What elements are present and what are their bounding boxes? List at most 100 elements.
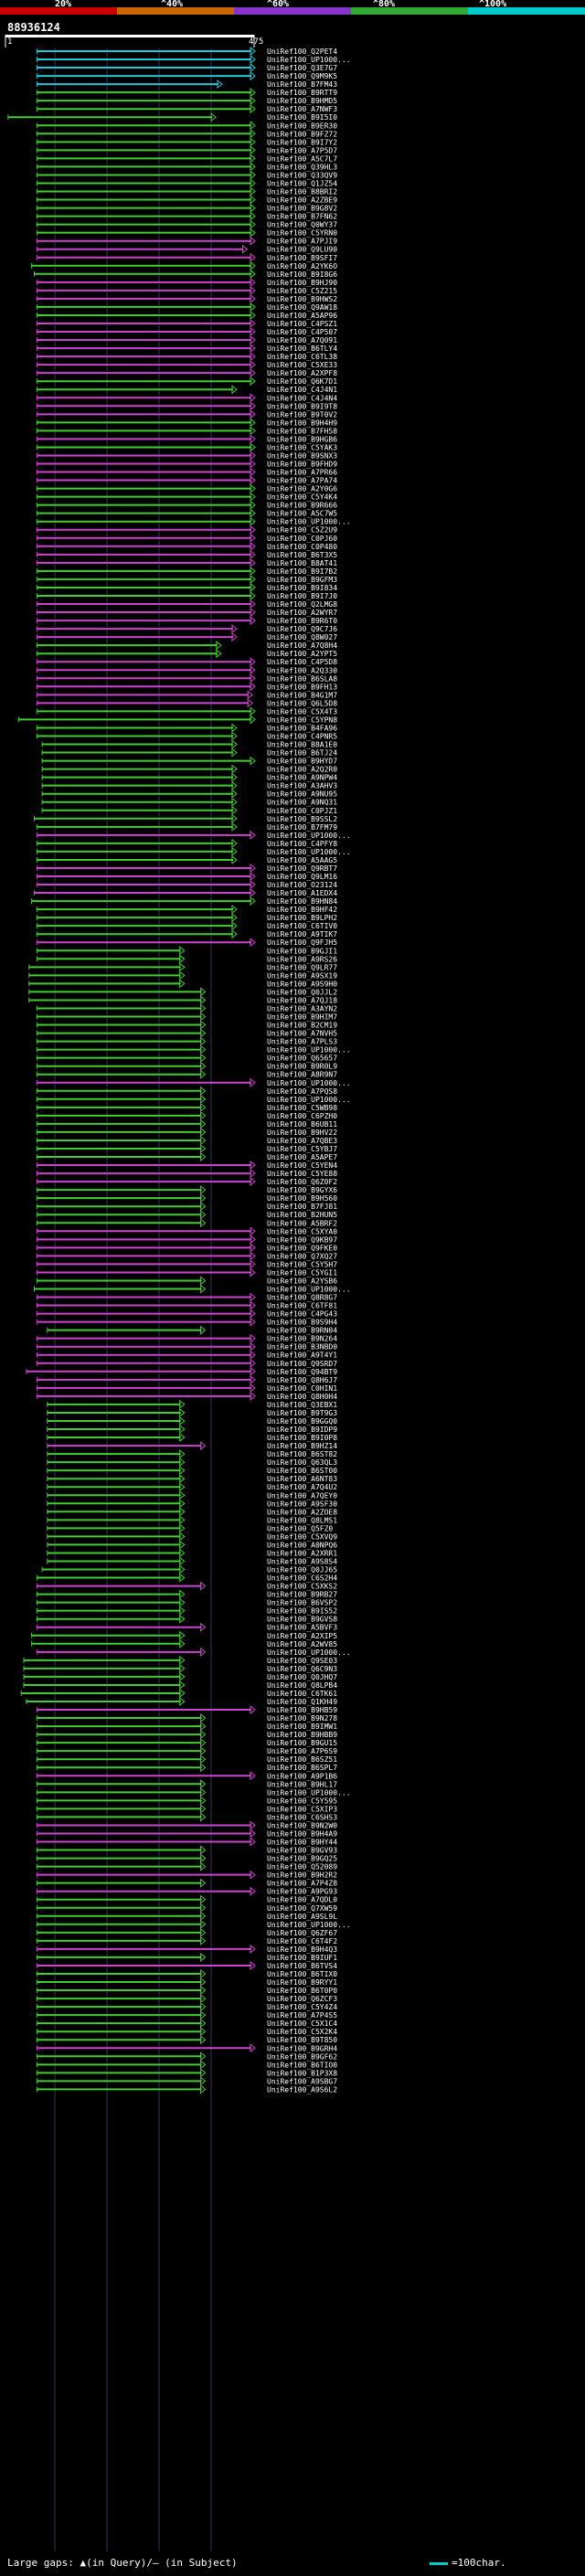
hit-label[interactable]: UniRef100_B9HZ14 [267,1442,337,1450]
hit-label[interactable]: UniRef100_Q0JHQ7 [267,1673,337,1681]
hit-label[interactable]: UniRef100_A2YPT5 [267,650,337,658]
hit-label[interactable]: UniRef100_A9SF30 [267,1500,337,1508]
hit-label[interactable]: UniRef100_C5Z215 [267,287,337,295]
hit-label[interactable]: UniRef100_Q9LM16 [267,873,337,881]
hit-label[interactable]: UniRef100_C0PJZ1 [267,807,337,815]
hit-label[interactable]: UniRef100_A9NU95 [267,790,337,799]
hit-label[interactable]: UniRef100_B7FM43 [267,80,337,89]
hit-label[interactable]: UniRef100_A7P4S5 [267,2011,337,2019]
hit-label[interactable]: UniRef100_B9I0P8 [267,1434,337,1442]
hit-label[interactable]: UniRef100_A3AYN2 [267,1004,337,1012]
hit-label[interactable]: UniRef100_B9H4A9 [267,1829,337,1838]
hit-label[interactable]: UniRef100_C5X1C4 [267,2019,337,2028]
hit-label[interactable]: UniRef100_C0P480 [267,543,337,551]
hit-label[interactable]: UniRef100_B9GU15 [267,1739,337,1747]
hit-label[interactable]: UniRef100_Q9AW18 [267,303,337,312]
hit-label[interactable]: UniRef100_B9ER30 [267,122,337,130]
hit-label[interactable]: UniRef100_Q8W027 [267,633,337,641]
hit-label[interactable]: UniRef100_Q6Z0F2 [267,1178,337,1186]
hit-label[interactable]: UniRef100_Q9FKE0 [267,1244,337,1252]
hit-label[interactable]: UniRef100_A1EDX4 [267,889,337,897]
hit-label[interactable]: UniRef100_B6ST00 [267,1467,337,1475]
hit-label[interactable]: UniRef100_B9IMW1 [267,1723,337,1731]
hit-label[interactable]: UniRef100_C0PJ60 [267,535,337,543]
hit-label[interactable]: UniRef100_C5X4T3 [267,707,337,716]
hit-label[interactable]: UniRef100_C6TL38 [267,353,337,361]
hit-label[interactable]: UniRef100_Q9SRD7 [267,1360,337,1368]
hit-label[interactable]: UniRef100_Q65657 [267,1055,337,1063]
hit-label[interactable]: UniRef100_B9HY44 [267,1839,337,1847]
hit-label[interactable]: UniRef100_Q9LR77 [267,963,337,971]
hit-label[interactable]: UniRef100_UP1000... [267,848,351,856]
hit-label[interactable]: UniRef100_A7PR66 [267,469,337,477]
hit-label[interactable]: UniRef100_C4PNR5 [267,732,337,740]
hit-label[interactable]: UniRef100_UP1000... [267,518,351,526]
hit-label[interactable]: UniRef100_C5XYA0 [267,1227,337,1235]
hit-label[interactable]: UniRef100_Q8R8G7 [267,1294,337,1302]
hit-label[interactable]: UniRef100_B9R0L9 [267,1063,337,1071]
hit-label[interactable]: UniRef100_UP1000... [267,1046,351,1055]
hit-label[interactable]: UniRef100_A9TIK7 [267,930,337,938]
hit-label[interactable]: UniRef100_A6NT83 [267,1475,337,1483]
hit-label[interactable]: UniRef100_B9RB27 [267,1591,337,1599]
hit-label[interactable]: UniRef100_C5YAK3 [267,443,337,451]
hit-label[interactable]: UniRef100_A9RS26 [267,955,337,963]
hit-label[interactable]: UniRef100_A7NWF3 [267,105,337,113]
hit-label[interactable]: UniRef100_A2Y0G6 [267,485,337,493]
hit-label[interactable]: UniRef100_Q2PET4 [267,48,337,56]
hit-label[interactable]: UniRef100_B9I8G6 [267,270,337,279]
hit-label[interactable]: UniRef100_Q7XW59 [267,1904,337,1913]
hit-label[interactable]: UniRef100_B9I7B2 [267,567,337,576]
hit-label[interactable]: UniRef100_B9LPH2 [267,914,337,922]
hit-label[interactable]: UniRef100_Q9SE03 [267,1657,337,1665]
hit-label[interactable]: UniRef100_UP1000... [267,56,351,64]
hit-label[interactable]: UniRef100_B9GFM3 [267,576,337,584]
hit-label[interactable]: UniRef100_A9SX19 [267,971,337,980]
hit-label[interactable]: UniRef100_Q39HL3 [267,163,337,171]
hit-label[interactable]: UniRef100_Q94BT9 [267,1368,337,1376]
hit-label[interactable]: UniRef100_A5AP96 [267,312,337,320]
hit-label[interactable]: UniRef100_B2CM19 [267,1022,337,1030]
hit-label[interactable]: UniRef100_B9GGQ0 [267,1417,337,1426]
hit-label[interactable]: UniRef100_O23124 [267,881,337,889]
hit-label[interactable]: UniRef100_UP1000... [267,832,351,840]
hit-label[interactable]: UniRef100_Q6K7D1 [267,377,337,386]
hit-label[interactable]: UniRef100_Q0JJL2 [267,988,337,996]
hit-label[interactable]: UniRef100_Q1JZ54 [267,179,337,187]
hit-label[interactable]: UniRef100_Q8H6J7 [267,1376,337,1384]
hit-label[interactable]: UniRef100_B9GVS8 [267,1616,337,1624]
hit-label[interactable]: UniRef100_Q8H0H4 [267,1393,337,1401]
hit-label[interactable]: UniRef100_B9N278 [267,1714,337,1723]
hit-label[interactable]: UniRef100_UP1000... [267,1096,351,1104]
hit-label[interactable]: UniRef100_A3AHV3 [267,782,337,790]
hit-label[interactable]: UniRef100_B4FA96 [267,724,337,732]
hit-label[interactable]: UniRef100_B9RTT9 [267,89,337,97]
hit-label[interactable]: UniRef100_A2YSB6 [267,1277,337,1285]
hit-label[interactable]: UniRef100_B9G8V2 [267,205,337,213]
hit-label[interactable]: UniRef100_C5Y4K4 [267,493,337,502]
hit-label[interactable]: UniRef100_Q2LMG8 [267,600,337,609]
hit-label[interactable]: UniRef100_Q9FJH5 [267,938,337,947]
hit-label[interactable]: UniRef100_A2YK6O [267,262,337,270]
hit-label[interactable]: UniRef100_B9FHD9 [267,461,337,469]
hit-label[interactable]: UniRef100_B6TVS4 [267,1962,337,1970]
hit-label[interactable]: UniRef100_B9HIM7 [267,1013,337,1022]
hit-label[interactable]: UniRef100_B9RN04 [267,1327,337,1335]
hit-label[interactable]: UniRef100_A9S6L2 [267,2085,337,2094]
hit-label[interactable]: UniRef100_B6SZ51 [267,1755,337,1764]
hit-label[interactable]: UniRef100_UP1000... [267,1648,351,1657]
hit-label[interactable]: UniRef100_B9SNX3 [267,451,337,460]
hit-label[interactable]: UniRef100_B6T0P0 [267,1987,337,1995]
hit-label[interactable]: UniRef100_B7FM79 [267,823,337,832]
hit-label[interactable]: UniRef100_C6PZH0 [267,1112,337,1120]
hit-label[interactable]: UniRef100_B9FH13 [267,683,337,691]
hit-label[interactable]: UniRef100_B9IS52 [267,1607,337,1616]
hit-label[interactable]: UniRef100_C6SHS3 [267,1813,337,1821]
hit-label[interactable]: UniRef100_C5YPN8 [267,716,337,724]
hit-label[interactable]: UniRef100_C5WB98 [267,1104,337,1112]
hit-label[interactable]: UniRef100_C4P507 [267,328,337,336]
hit-label[interactable]: UniRef100_B9SFI7 [267,254,337,262]
hit-label[interactable]: UniRef100_A2WYR7 [267,609,337,617]
hit-label[interactable]: UniRef100_Q6ZCF3 [267,1995,337,2003]
hit-label[interactable]: UniRef100_C5Z2U9 [267,526,337,535]
